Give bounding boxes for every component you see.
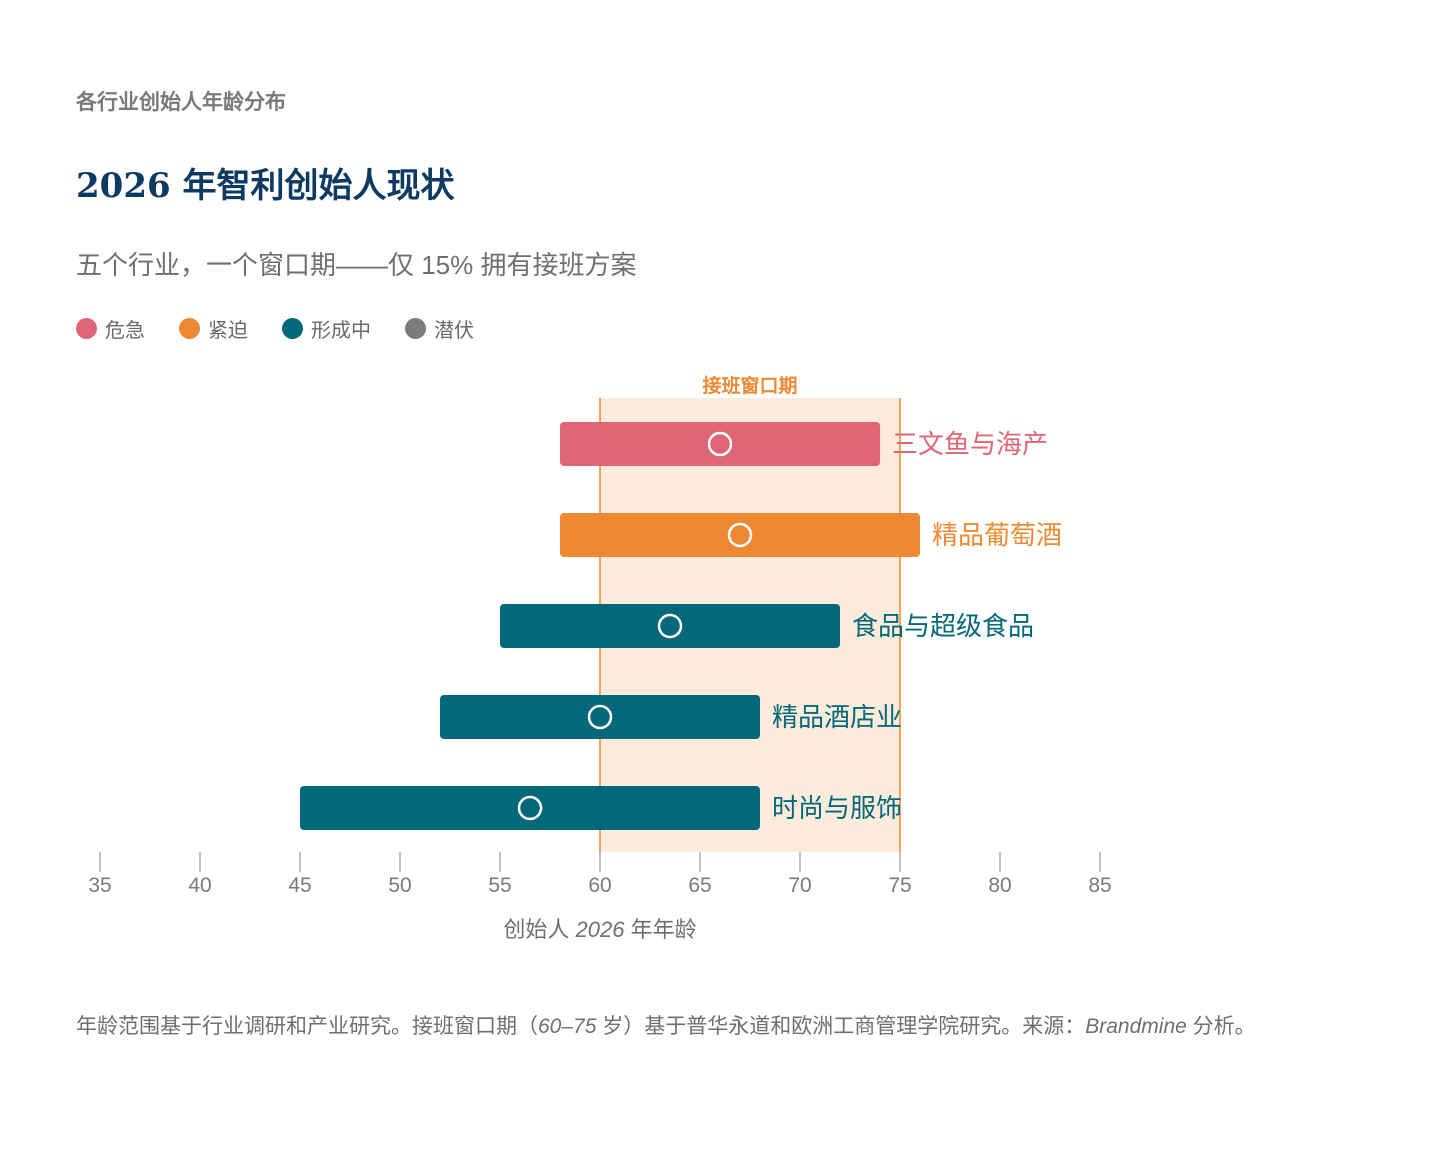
legend-item-forming: 形成中 bbox=[282, 314, 371, 343]
footnote-text: 岁）基于普华永道和欧洲工商管理学院研究。来源： bbox=[596, 1015, 1086, 1038]
median-marker bbox=[707, 431, 733, 457]
footnote-source: Brandmine bbox=[1085, 1015, 1187, 1038]
x-tick-label: 65 bbox=[688, 874, 711, 897]
legend-label: 危急 bbox=[105, 320, 145, 342]
category-label: 精品酒店业 bbox=[772, 702, 902, 732]
legend-label: 形成中 bbox=[311, 320, 371, 342]
category-label: 精品葡萄酒 bbox=[932, 520, 1062, 550]
category-label: 三文鱼与海产 bbox=[892, 429, 1048, 459]
chart-subtitle: 五个行业，一个窗口期——仅 15% 拥有接班方案 bbox=[76, 250, 637, 280]
range-bar bbox=[560, 513, 920, 557]
chart-title: 2026 年智利创始人现状 bbox=[76, 166, 455, 206]
range-bar bbox=[500, 604, 840, 648]
window-label: 接班窗口期 bbox=[702, 374, 797, 397]
median-marker bbox=[657, 613, 683, 639]
range-bar bbox=[300, 786, 760, 830]
x-tick-label: 70 bbox=[788, 874, 811, 897]
footnote: 年龄范围基于行业调研和产业研究。接班窗口期（60–75 岁）基于普华永道和欧洲工… bbox=[76, 1010, 1366, 1043]
x-tick-label: 55 bbox=[488, 874, 511, 897]
legend-item-urgent: 紧迫 bbox=[179, 314, 248, 343]
x-tick-label: 75 bbox=[888, 874, 911, 897]
legend-item-latent: 潜伏 bbox=[405, 314, 474, 343]
footnote-text: 年龄范围基于行业调研和产业研究。接班窗口期（ bbox=[76, 1015, 538, 1038]
legend: 危急 紧迫 形成中 潜伏 bbox=[76, 314, 508, 343]
x-tick-label: 60 bbox=[588, 874, 611, 897]
x-tick-label: 80 bbox=[988, 874, 1011, 897]
median-marker bbox=[517, 795, 543, 821]
legend-dot-icon bbox=[76, 318, 97, 339]
footnote-text: 分析。 bbox=[1186, 1015, 1256, 1038]
x-tick-label: 85 bbox=[1088, 874, 1111, 897]
legend-dot-icon bbox=[179, 318, 200, 339]
legend-item-critical: 危急 bbox=[76, 314, 145, 343]
legend-dot-icon bbox=[405, 318, 426, 339]
x-tick-label: 40 bbox=[188, 874, 211, 897]
median-marker bbox=[587, 704, 613, 730]
legend-dot-icon bbox=[282, 318, 303, 339]
footnote-range: 60–75 bbox=[538, 1015, 597, 1038]
category-label: 食品与超级食品 bbox=[852, 611, 1034, 641]
median-marker bbox=[727, 522, 753, 548]
x-tick-label: 35 bbox=[88, 874, 111, 897]
range-bar bbox=[560, 422, 880, 466]
chart-eyebrow: 各行业创始人年龄分布 bbox=[76, 91, 286, 114]
category-label: 时尚与服饰 bbox=[772, 793, 902, 823]
x-axis-label: 创始人 2026 年年龄 bbox=[503, 917, 696, 942]
x-tick-label: 50 bbox=[388, 874, 411, 897]
range-bar bbox=[440, 695, 760, 739]
legend-label: 紧迫 bbox=[208, 320, 248, 342]
x-tick-label: 45 bbox=[288, 874, 311, 897]
legend-label: 潜伏 bbox=[434, 320, 474, 342]
